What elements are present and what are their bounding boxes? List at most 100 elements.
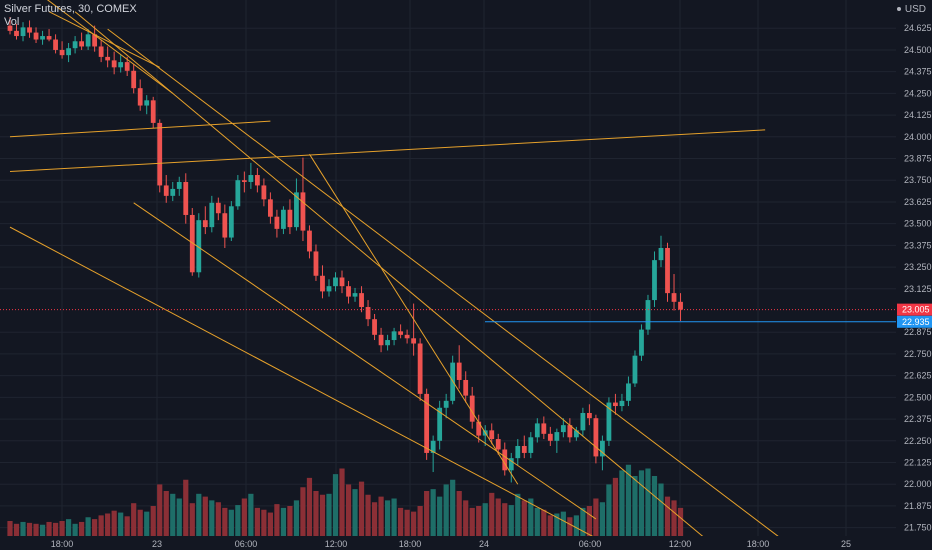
candle-body: [372, 319, 377, 335]
y-tick-label: 21.750: [904, 523, 932, 533]
y-tick-label: 23.750: [904, 175, 932, 185]
y-tick-label: 24.625: [904, 23, 932, 33]
x-tick-label: 24: [479, 539, 489, 549]
candle-body: [281, 209, 286, 229]
volume-bar: [664, 496, 671, 536]
candle-body: [33, 32, 39, 40]
candle-body: [528, 437, 534, 453]
candle-body: [268, 199, 273, 217]
candle-body: [307, 230, 312, 252]
currency-label[interactable]: USD: [896, 4, 926, 15]
candle-body: [645, 300, 651, 330]
y-tick-label: 24.500: [904, 45, 932, 55]
volume-bar: [384, 500, 391, 536]
volume-bar: [163, 491, 169, 536]
candle-body: [398, 331, 403, 335]
y-tick-label: 23.250: [904, 262, 932, 272]
time-axis[interactable]: 18:00 23 06:00 12:00 18:00 24 06:00 12:00 18:00 2…: [0, 536, 932, 550]
volume-bar: [235, 505, 241, 536]
last-price-tag: [897, 303, 932, 316]
candle-body: [586, 412, 592, 419]
volume-bar: [72, 523, 78, 536]
candle-body: [443, 400, 449, 408]
volume-bar: [300, 487, 306, 536]
volume-bar: [267, 512, 273, 536]
volume-bar: [417, 506, 423, 536]
volume-bar: [371, 502, 378, 536]
level-price-label: 22.935: [902, 317, 930, 327]
volume-bar: [293, 500, 300, 536]
volume-bar: [547, 515, 553, 536]
volume-bar: [391, 498, 397, 536]
volume-bar: [326, 493, 332, 536]
volume-bar: [573, 515, 579, 536]
volume-bar: [625, 464, 632, 536]
volume-bar: [79, 521, 85, 536]
volume-bar: [606, 484, 612, 536]
price-axis[interactable]: 24.625 24.500 24.375 24.250 24.125 24.000 23.8…: [897, 23, 932, 533]
candle-body: [66, 48, 71, 56]
volume-bar: [319, 494, 326, 536]
volume-bar: [378, 496, 384, 536]
volume-bar: [241, 498, 247, 536]
x-tick-label: 18:00: [399, 539, 422, 549]
volume-bar: [534, 507, 540, 536]
volume-bar: [482, 503, 488, 536]
symbol-title[interactable]: Silver Futures, 30, COMEX: [4, 3, 137, 15]
volume-bar: [404, 509, 410, 536]
x-tick-label: 12:00: [669, 539, 692, 549]
volume-bar: [254, 507, 260, 536]
volume-bar: [345, 484, 352, 536]
x-tick-label: 06:00: [579, 539, 602, 549]
y-tick-label: 22.750: [904, 349, 932, 359]
candle-body: [118, 62, 124, 68]
y-tick-label: 23.625: [904, 197, 932, 207]
y-tick-label: 22.625: [904, 371, 932, 381]
candle-body: [170, 188, 176, 196]
candle-body: [7, 25, 13, 31]
candle-body: [671, 293, 677, 302]
candle-body: [196, 220, 202, 273]
volume-bar: [443, 484, 449, 536]
volume-bar: [638, 470, 645, 536]
candle-body: [619, 400, 625, 407]
volume-bar: [476, 506, 482, 536]
time-axis-bg: [0, 536, 932, 550]
level-price-tag: [897, 315, 932, 328]
candle-body: [678, 301, 683, 310]
x-tick-label: 18:00: [747, 539, 770, 549]
volume-bar: [20, 521, 26, 536]
candle-body: [59, 49, 65, 56]
candle-body: [580, 412, 586, 431]
volume-bar: [437, 496, 443, 536]
volume-bar: [430, 489, 436, 536]
candle-body: [163, 185, 169, 196]
volume-bar: [124, 516, 130, 536]
volume-bar: [274, 504, 280, 536]
volume-bar: [280, 507, 287, 536]
candle-body: [626, 383, 631, 401]
volume-bar: [144, 511, 150, 536]
candle-body: [235, 180, 241, 207]
candle-body: [176, 181, 182, 189]
volume-bar: [671, 500, 677, 536]
x-tick-label: 06:00: [235, 539, 258, 549]
candle-body: [27, 27, 32, 33]
candle-body: [365, 307, 371, 320]
volume-study-label[interactable]: Vol: [4, 16, 20, 28]
candle-body: [378, 334, 384, 346]
candle-body: [183, 181, 189, 215]
candle-body: [600, 440, 605, 457]
volume-bar: [339, 468, 345, 536]
candle-body: [254, 175, 260, 186]
y-tick-label: 23.500: [904, 219, 932, 229]
candle-body: [515, 445, 521, 459]
trendlines: [9, 0, 779, 546]
x-tick-label: 23: [152, 539, 162, 549]
volume-bar: [228, 509, 234, 536]
volume-bar: [13, 523, 20, 536]
candle-body: [333, 277, 338, 287]
candle-body: [411, 338, 417, 344]
candle-body: [228, 206, 234, 238]
